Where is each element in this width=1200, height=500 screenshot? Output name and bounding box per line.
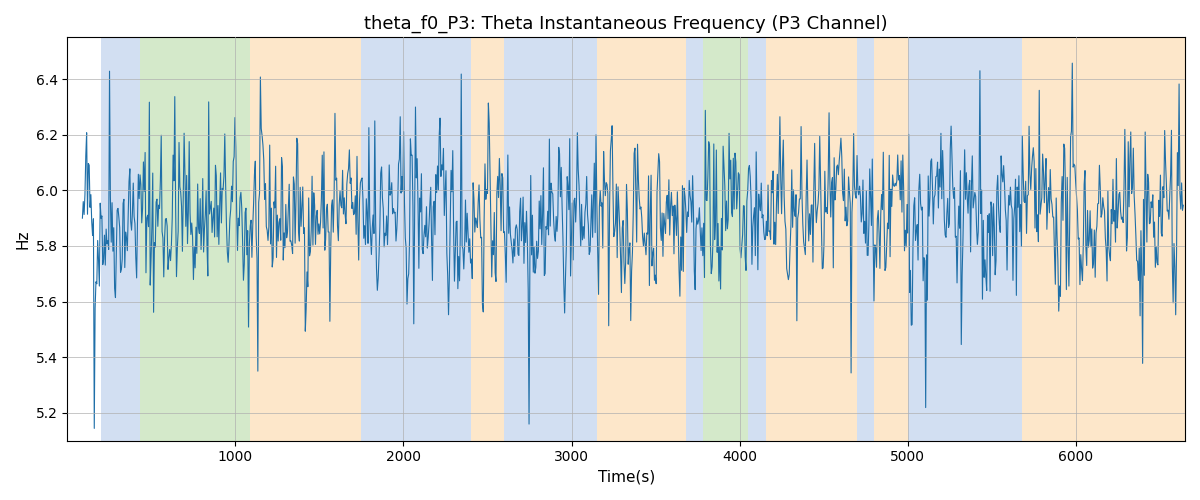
Bar	[907, 38, 1022, 440]
Bar	[874, 38, 907, 440]
Bar	[504, 38, 596, 440]
Title: theta_f0_P3: Theta Instantaneous Frequency (P3 Channel): theta_f0_P3: Theta Instantaneous Frequen…	[365, 15, 888, 34]
Bar	[139, 38, 251, 440]
Bar	[1022, 38, 1042, 440]
Bar	[251, 38, 361, 440]
Y-axis label: Hz: Hz	[16, 230, 30, 249]
Bar	[686, 38, 703, 440]
Bar	[767, 38, 857, 440]
Bar	[703, 38, 748, 440]
Bar	[748, 38, 767, 440]
Bar	[101, 38, 139, 440]
Bar	[1042, 38, 1186, 440]
X-axis label: Time(s): Time(s)	[598, 470, 655, 485]
Bar	[857, 38, 874, 440]
Bar	[596, 38, 686, 440]
Bar	[470, 38, 504, 440]
Bar	[361, 38, 470, 440]
